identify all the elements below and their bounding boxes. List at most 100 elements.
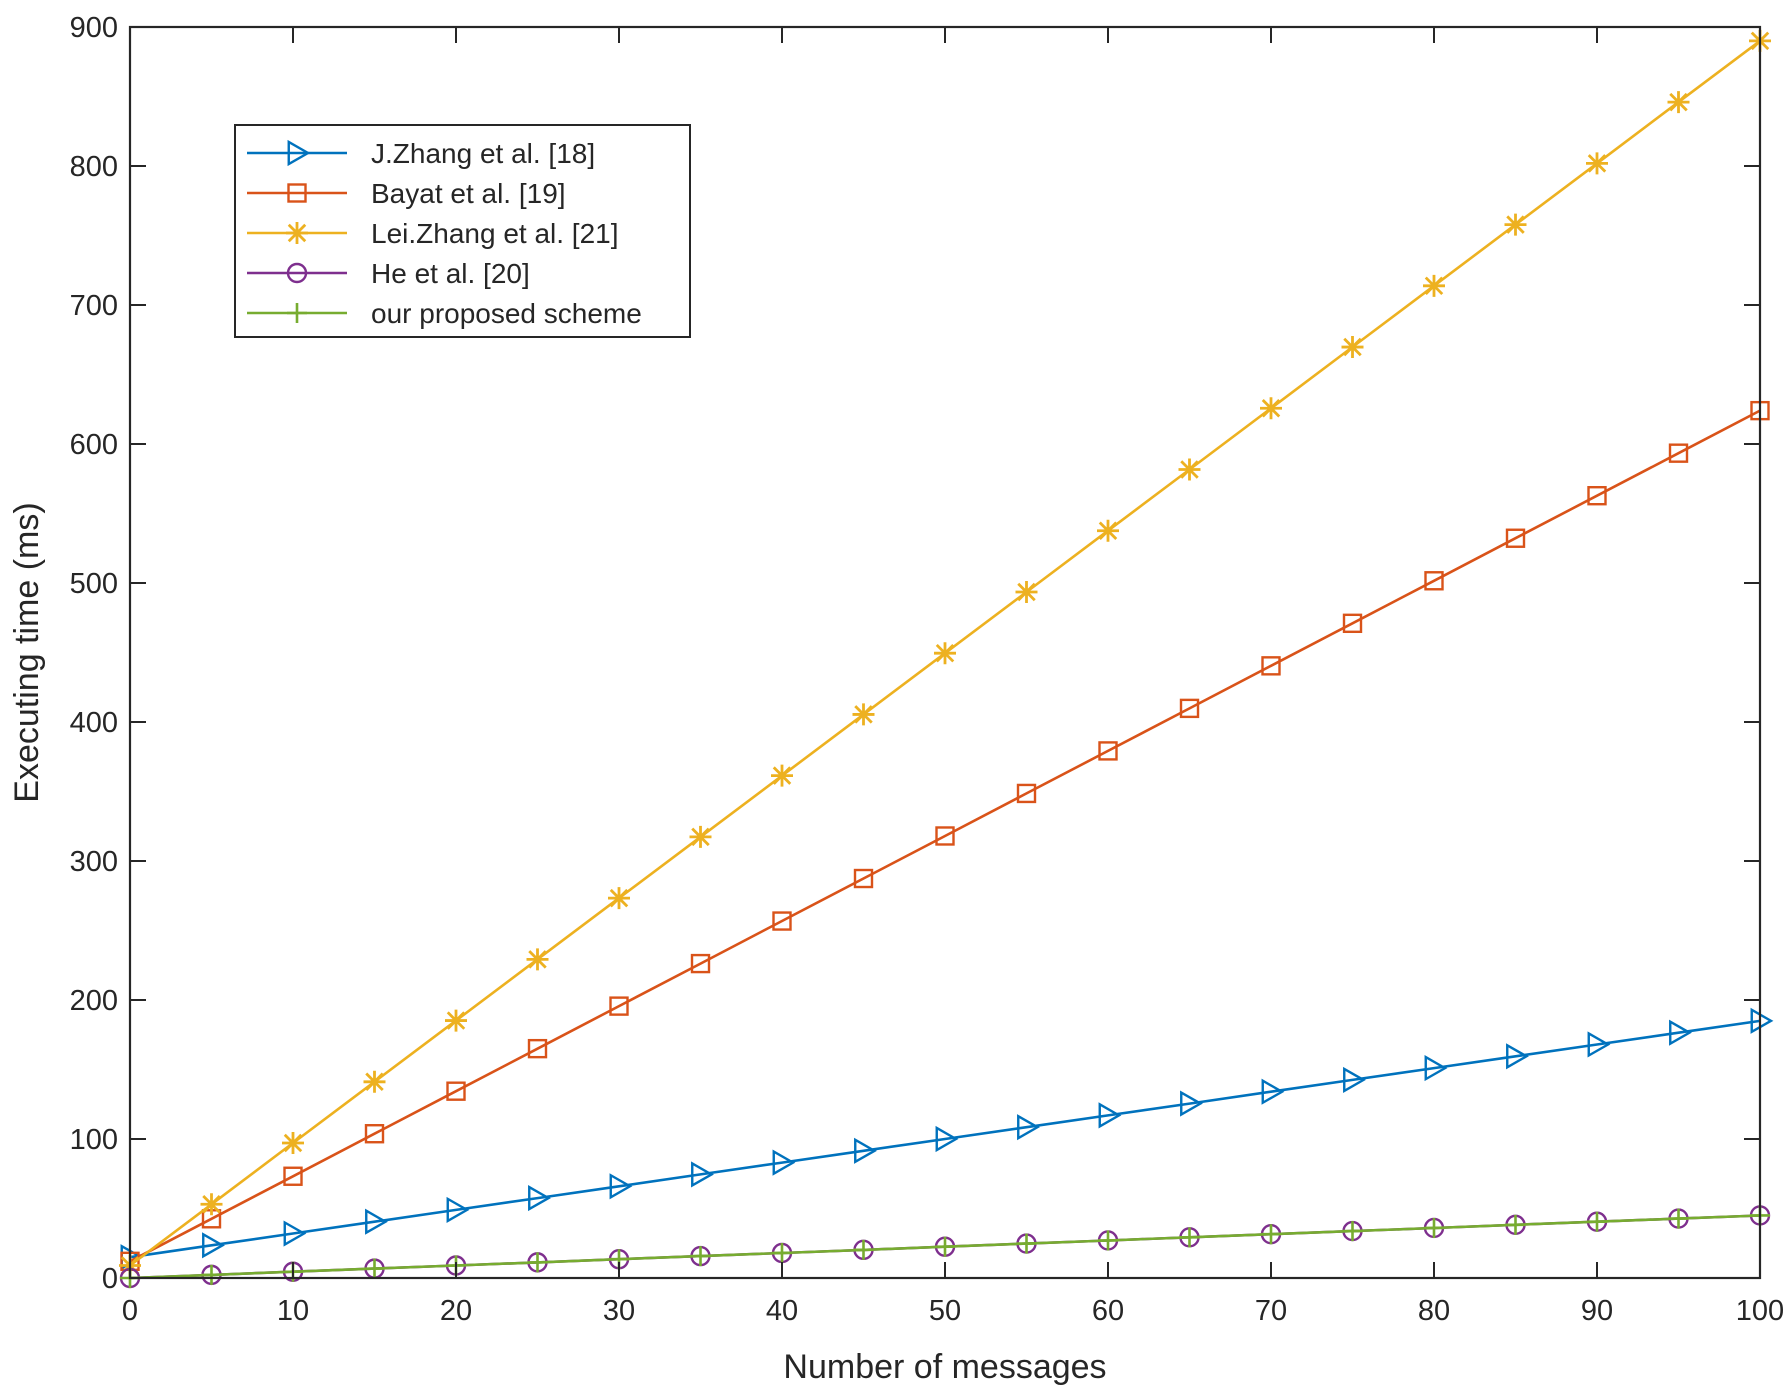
data-point bbox=[201, 1264, 222, 1285]
y-tick-label: 600 bbox=[70, 429, 118, 461]
data-point bbox=[1668, 443, 1689, 463]
data-point bbox=[1505, 1214, 1526, 1235]
legend-marker bbox=[287, 303, 307, 323]
legend-label: our proposed scheme bbox=[371, 298, 642, 329]
x-tick-label: 40 bbox=[766, 1295, 798, 1327]
x-tick-label: 80 bbox=[1418, 1295, 1450, 1327]
data-point bbox=[1015, 580, 1038, 603]
data-point bbox=[1016, 1233, 1037, 1254]
legend-label: J.Zhang et al. [18] bbox=[371, 138, 595, 169]
data-point bbox=[1587, 1211, 1607, 1232]
legend-label: Lei.Zhang et al. [21] bbox=[371, 218, 619, 249]
data-point bbox=[1097, 519, 1119, 542]
data-point bbox=[1667, 91, 1690, 114]
data-point bbox=[1179, 1227, 1200, 1248]
y-tick-label: 0 bbox=[102, 1263, 118, 1295]
data-point bbox=[1424, 1217, 1444, 1238]
data-point bbox=[527, 1038, 548, 1059]
data-point bbox=[1506, 1043, 1529, 1070]
y-tick-label: 300 bbox=[70, 846, 118, 878]
data-point bbox=[853, 868, 874, 889]
y-tick-label: 200 bbox=[70, 985, 118, 1017]
data-point bbox=[690, 1246, 711, 1267]
legend-box bbox=[234, 124, 691, 338]
data-point bbox=[1016, 783, 1037, 804]
data-point bbox=[691, 1161, 714, 1188]
data-point bbox=[1587, 486, 1607, 506]
data-point bbox=[1178, 458, 1201, 481]
data-point bbox=[1668, 1208, 1689, 1229]
data-point bbox=[445, 1009, 467, 1032]
data-point bbox=[526, 948, 549, 971]
data-point bbox=[1424, 571, 1444, 591]
data-point bbox=[202, 1232, 225, 1259]
data-point bbox=[1423, 274, 1445, 297]
data-point bbox=[852, 703, 875, 726]
data-point bbox=[364, 1124, 385, 1144]
data-point bbox=[1261, 1224, 1281, 1245]
data-point bbox=[283, 1166, 303, 1186]
y-tick-label: 700 bbox=[70, 290, 118, 322]
y-tick-label: 400 bbox=[70, 707, 118, 739]
data-point bbox=[1586, 152, 1608, 175]
x-tick-label: 100 bbox=[1736, 1295, 1784, 1327]
y-tick-label: 800 bbox=[70, 151, 118, 183]
x-tick-label: 90 bbox=[1581, 1295, 1613, 1327]
data-point bbox=[1098, 1230, 1118, 1251]
legend-item: Bayat et al. [19] bbox=[247, 178, 566, 209]
data-point bbox=[1098, 741, 1118, 761]
data-point bbox=[772, 911, 792, 931]
data-point bbox=[1424, 1055, 1448, 1082]
legend-label: Bayat et al. [19] bbox=[371, 178, 566, 209]
data-point bbox=[1180, 1090, 1203, 1117]
y-tick-label: 100 bbox=[70, 1124, 118, 1156]
data-point bbox=[1669, 1019, 1692, 1046]
data-point bbox=[365, 1208, 388, 1235]
legend-item: our proposed scheme bbox=[247, 298, 642, 329]
data-point bbox=[200, 1193, 223, 1216]
data-point bbox=[1179, 698, 1200, 719]
data-point bbox=[1342, 613, 1363, 634]
legend-marker bbox=[287, 183, 307, 203]
data-point bbox=[1505, 528, 1526, 548]
data-point bbox=[1504, 213, 1527, 236]
x-axis-label: Number of messages bbox=[783, 1348, 1106, 1386]
x-tick-label: 70 bbox=[1255, 1295, 1287, 1327]
data-point bbox=[935, 1236, 955, 1257]
data-point bbox=[689, 825, 712, 848]
series-3 bbox=[119, 29, 1771, 1277]
y-tick-label: 500 bbox=[70, 568, 118, 600]
data-point bbox=[935, 826, 955, 846]
data-point bbox=[1260, 397, 1282, 420]
data-point bbox=[1343, 1066, 1366, 1093]
x-tick-label: 0 bbox=[122, 1295, 138, 1327]
data-point bbox=[934, 642, 956, 665]
x-tick-label: 20 bbox=[440, 1295, 472, 1327]
y-tick-label: 900 bbox=[70, 12, 118, 44]
data-point bbox=[283, 1220, 307, 1247]
legend: J.Zhang et al. [18] Bayat et al. [19] Lei.… bbox=[234, 124, 691, 338]
legend-label: He et al. [20] bbox=[371, 258, 530, 289]
series-1 bbox=[120, 1007, 1774, 1271]
data-point bbox=[1342, 1221, 1363, 1242]
data-point bbox=[1750, 1007, 1774, 1034]
x-tick-label: 60 bbox=[1092, 1295, 1124, 1327]
y-axis-label: Executing time (ms) bbox=[8, 502, 46, 802]
data-point bbox=[1261, 656, 1281, 676]
data-point bbox=[446, 1196, 470, 1223]
series-line bbox=[129, 409, 1761, 1263]
data-point bbox=[1261, 1078, 1285, 1105]
data-point bbox=[528, 1185, 551, 1212]
series-2 bbox=[120, 400, 1770, 1272]
series-line bbox=[129, 1019, 1761, 1259]
series-5 bbox=[120, 1205, 1770, 1288]
data-point bbox=[772, 1242, 792, 1263]
data-point bbox=[364, 1258, 385, 1279]
data-point bbox=[1017, 1114, 1040, 1141]
data-point bbox=[608, 887, 630, 910]
data-point bbox=[363, 1070, 386, 1093]
data-point bbox=[609, 1173, 633, 1200]
data-point bbox=[1341, 336, 1364, 359]
axes: 0 10 20 30 40 50 60 70 80 90 100 0 100 200 300 400 500 60… bbox=[70, 12, 1785, 1327]
